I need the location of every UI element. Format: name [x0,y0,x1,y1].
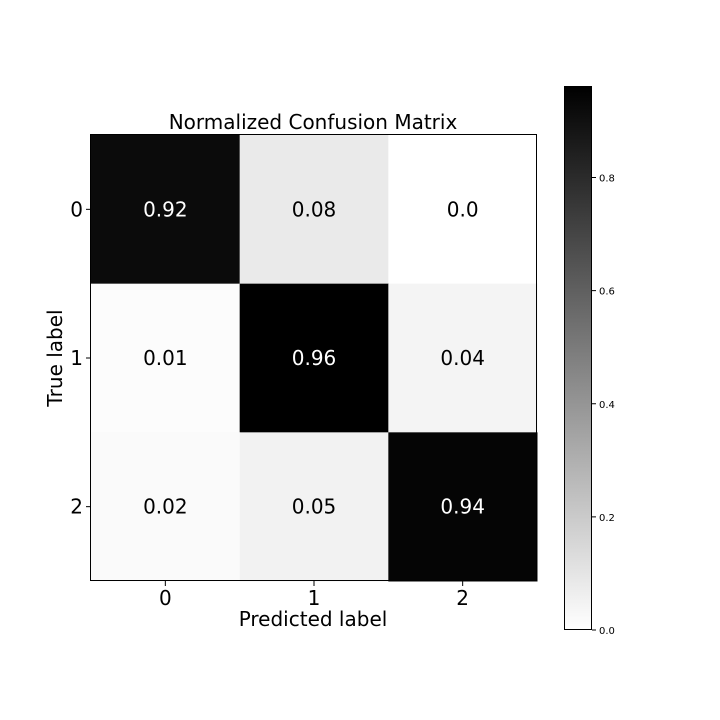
heatmap-cell-r1-c2 [388,283,538,433]
y-tick-label: 0 [70,197,83,221]
y-tick-label: 1 [70,346,83,370]
heatmap-cell-r2-c0 [91,432,241,582]
heatmap-cell-r2-c1 [239,432,389,582]
y-tick-label: 2 [70,495,83,519]
x-tick-label: 0 [159,586,172,610]
x-axis-label: Predicted label [239,607,388,631]
cell-value-label-r0-c1: 0.08 [292,197,337,221]
heatmap-cell-r0-c1 [239,135,389,285]
cell-value-label-r2-c2: 0.94 [440,495,485,519]
colorbar-ticks: 0.0 0.2 0.4 0.6 0.8 [592,174,615,637]
cell-value-label-r0-c2: 0.0 [447,197,479,221]
heatmap-cell-r1-c1 [239,283,389,433]
heatmap-cell-r0-c2 [388,135,538,285]
heatmap-cell-r2-c2 [388,432,538,582]
heatmap-cell-r1-c0 [91,283,241,433]
heatmap-cell-labels: 0.92 0.08 0.0 0.01 0.96 0.04 0.02 0.05 0.94 [143,197,485,518]
chart-title: Normalized Confusion Matrix [169,110,458,134]
y-axis-ticks: 0 1 2 [70,197,91,519]
colorbar-tick-label: 0.6 [599,287,615,298]
x-tick-label: 1 [308,586,321,610]
cell-value-label-r1-c2: 0.04 [440,346,485,370]
colorbar-tick-label: 0.4 [599,400,615,411]
y-axis-label: True label [43,309,67,407]
x-tick-label: 2 [456,586,469,610]
heatmap-cell-r0-c0 [91,135,241,285]
colorbar [564,86,592,630]
colorbar-tick-label: 0.2 [599,513,615,524]
cell-value-label-r0-c0: 0.92 [143,197,188,221]
colorbar-tick-label: 0.0 [599,626,615,637]
cell-value-label-r2-c1: 0.05 [292,495,337,519]
colorbar-tick-label: 0.8 [599,174,615,185]
x-axis-ticks: 0 1 2 [159,581,469,610]
heatmap-cells [91,135,538,582]
cell-value-label-r2-c0: 0.02 [143,495,188,519]
cell-value-label-r1-c1: 0.96 [292,346,337,370]
cell-value-label-r1-c0: 0.01 [143,346,188,370]
